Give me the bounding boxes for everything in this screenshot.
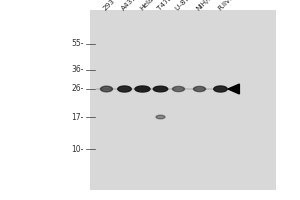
Ellipse shape — [100, 86, 112, 92]
Text: 55-: 55- — [71, 40, 84, 48]
Text: R.liver: R.liver — [216, 0, 237, 12]
Text: A431: A431 — [120, 0, 138, 12]
Ellipse shape — [153, 86, 168, 92]
Ellipse shape — [156, 115, 165, 119]
Bar — [90, 10, 276, 190]
Text: Hela: Hela — [138, 0, 154, 12]
Text: 17-: 17- — [72, 112, 84, 121]
Text: 36-: 36- — [71, 66, 84, 74]
Text: NIH/3T3: NIH/3T3 — [195, 0, 220, 12]
Ellipse shape — [194, 86, 206, 92]
Polygon shape — [228, 84, 239, 94]
Ellipse shape — [214, 86, 227, 92]
Text: 293: 293 — [102, 0, 116, 12]
Text: 26-: 26- — [72, 84, 84, 93]
Text: 10-: 10- — [72, 144, 84, 154]
Text: T47D: T47D — [156, 0, 174, 12]
Text: U-87 MG: U-87 MG — [174, 0, 201, 12]
Ellipse shape — [135, 86, 150, 92]
Ellipse shape — [172, 86, 184, 92]
Ellipse shape — [118, 86, 131, 92]
